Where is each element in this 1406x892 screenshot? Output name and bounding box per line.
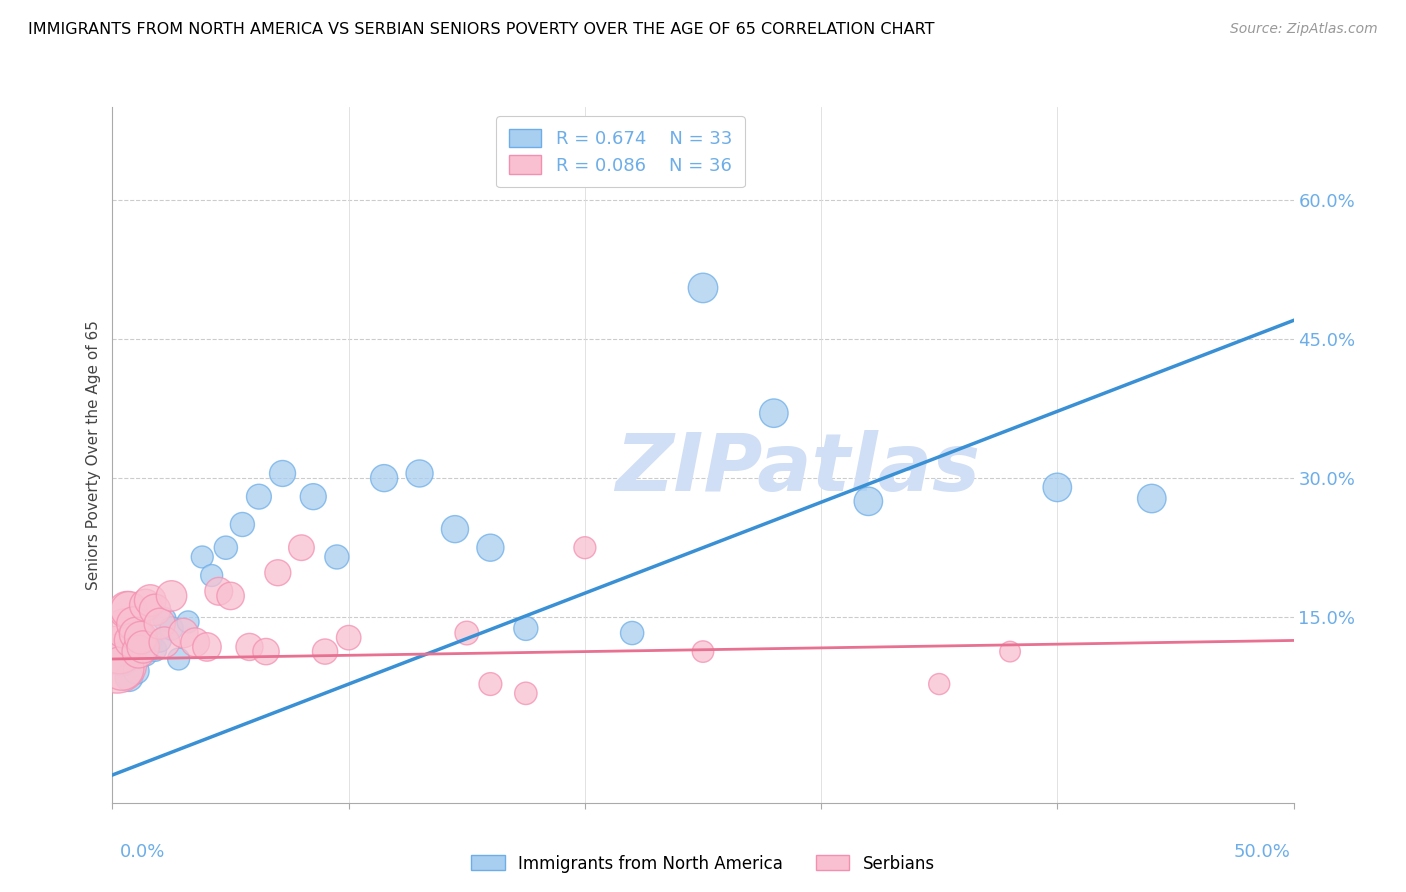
Point [129,631,152,645]
Point [127,644,149,658]
Point [219,589,242,603]
Point [191,549,214,564]
Point [302,490,325,504]
Point [326,549,349,564]
Text: 50.0%: 50.0% [1234,843,1291,861]
Point [132,640,155,654]
Point [122,638,145,652]
Point [267,566,290,580]
Point [135,598,157,612]
Point [337,631,360,645]
Point [373,471,395,485]
Point [314,644,336,658]
Point [444,522,467,536]
Point [105,657,128,671]
Point [231,517,253,532]
Point [515,686,537,700]
Point [160,589,183,603]
Point [135,648,157,662]
Legend: R = 0.674    N = 33, R = 0.086    N = 36: R = 0.674 N = 33, R = 0.086 N = 36 [496,116,745,187]
Point [160,621,183,635]
Point [167,652,190,666]
Point [112,621,135,635]
Point [621,626,644,640]
Point [149,616,172,631]
Point [184,635,207,649]
Point [143,603,166,617]
Point [122,616,145,631]
Point [115,603,138,617]
Point [1140,491,1163,506]
Point [238,640,260,654]
Point [1046,480,1069,494]
Y-axis label: Seniors Poverty Over the Age of 65: Seniors Poverty Over the Age of 65 [86,320,101,590]
Point [118,671,141,685]
Point [928,677,950,691]
Point [515,621,537,635]
Point [208,584,231,599]
Point [120,633,142,648]
Text: IMMIGRANTS FROM NORTH AMERICA VS SERBIAN SENIORS POVERTY OVER THE AGE OF 65 CORR: IMMIGRANTS FROM NORTH AMERICA VS SERBIAN… [28,22,935,37]
Text: Source: ZipAtlas.com: Source: ZipAtlas.com [1230,22,1378,37]
Point [111,652,134,666]
Point [177,615,200,629]
Legend: Immigrants from North America, Serbians: Immigrants from North America, Serbians [464,848,942,880]
Point [108,642,131,657]
Point [125,627,148,641]
Point [692,644,714,658]
Point [125,664,148,678]
Point [118,603,141,617]
Point [247,490,270,504]
Point [215,541,238,555]
Point [998,644,1021,658]
Point [271,467,294,481]
Point [129,624,152,639]
Point [139,593,162,607]
Point [858,494,880,508]
Point [290,541,312,555]
Text: ZIPatlas: ZIPatlas [614,430,980,508]
Point [195,640,218,654]
Point [111,661,134,675]
Point [153,612,176,626]
Point [153,635,176,649]
Point [574,541,596,555]
Point [254,644,277,658]
Point [139,633,162,648]
Point [692,281,714,295]
Text: 0.0%: 0.0% [120,843,165,861]
Point [201,568,224,582]
Point [479,677,502,691]
Point [149,633,172,648]
Point [408,467,430,481]
Point [172,626,194,640]
Point [143,642,166,657]
Point [762,406,785,420]
Point [479,541,502,555]
Point [456,626,478,640]
